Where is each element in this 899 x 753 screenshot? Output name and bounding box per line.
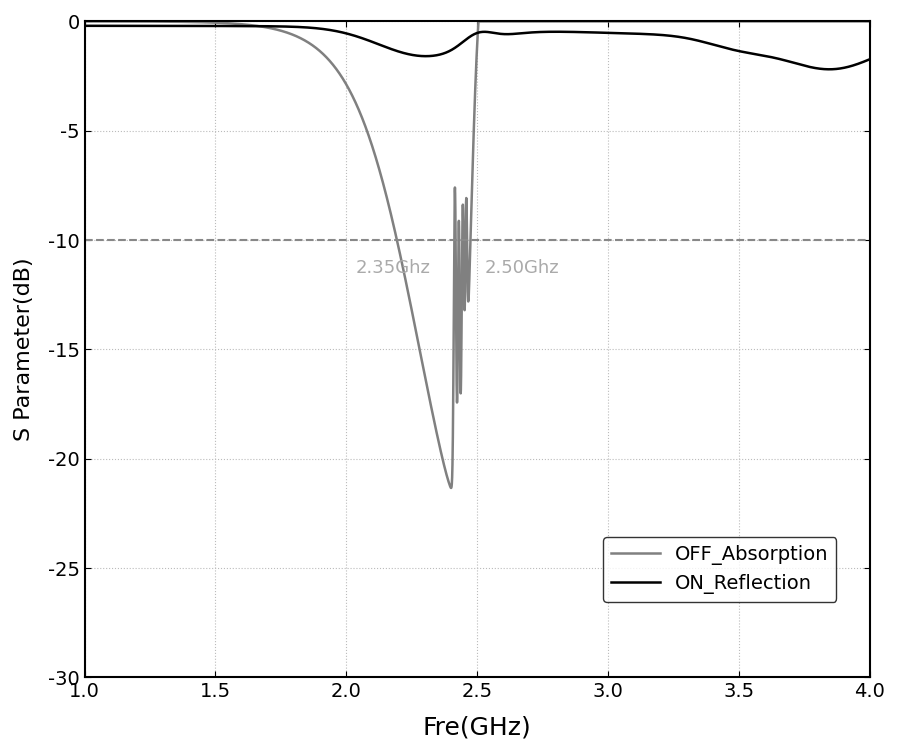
OFF_Absorption — [446, 483, 457, 492]
X-axis label: Fre(GHz): Fre(GHz) — [423, 715, 531, 739]
ON_Reflection — [864, 55, 875, 64]
OFF_Absorption — [473, 17, 484, 26]
ON_Reflection — [83, 21, 93, 30]
Text: 2.35Ghz: 2.35Ghz — [355, 259, 430, 277]
OFF_Absorption — [823, 17, 833, 26]
OFF_Absorption — [463, 296, 474, 305]
OFF_Absorption — [126, 17, 137, 26]
Y-axis label: S Parameter(dB): S Parameter(dB) — [13, 258, 34, 441]
OFF_Absorption — [864, 17, 875, 26]
Line: OFF_Absorption: OFF_Absorption — [85, 21, 869, 488]
OFF_Absorption — [79, 17, 90, 26]
ON_Reflection — [823, 65, 833, 74]
Line: ON_Reflection: ON_Reflection — [85, 26, 869, 69]
ON_Reflection — [111, 21, 122, 30]
OFF_Absorption — [83, 17, 93, 26]
Legend: OFF_Absorption, ON_Reflection: OFF_Absorption, ON_Reflection — [603, 537, 836, 602]
ON_Reflection — [233, 22, 244, 31]
OFF_Absorption — [111, 17, 122, 26]
ON_Reflection — [126, 21, 137, 30]
ON_Reflection — [463, 33, 474, 42]
ON_Reflection — [823, 65, 834, 74]
Text: 2.50Ghz: 2.50Ghz — [485, 259, 560, 277]
ON_Reflection — [79, 21, 90, 30]
OFF_Absorption — [233, 20, 244, 29]
